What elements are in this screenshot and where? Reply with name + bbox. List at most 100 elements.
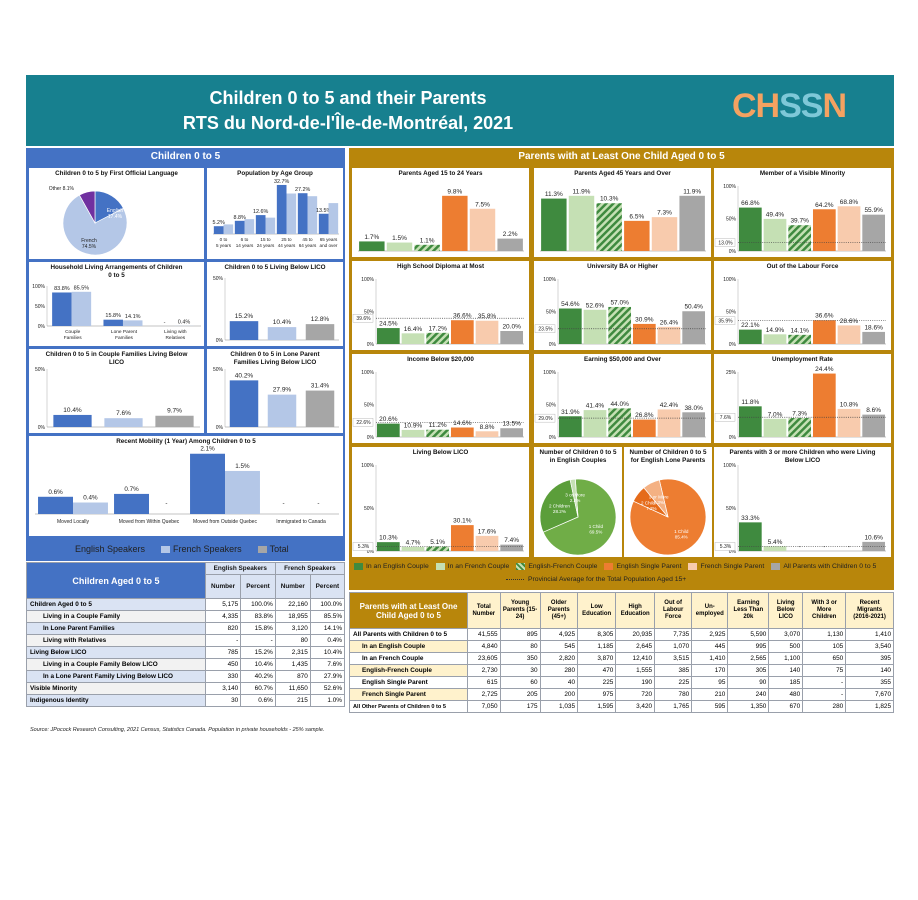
pie-slice-2-children — [539, 479, 579, 533]
chart-svg: 1.7% 1.5% 1.1% 9.8% 7.5% 2.2% — [358, 188, 524, 252]
data-label: 38.0% — [684, 405, 703, 412]
data-label: 35.8% — [478, 313, 497, 320]
data-label: - — [164, 320, 166, 326]
data-label: 11.8% — [741, 399, 759, 406]
x-tick: 45 to — [302, 237, 313, 242]
chart-svg: 0% 25% 11.8% 7.0% 7.3% 24.4% 10.8% 8.6% 7.6% — [714, 366, 886, 441]
provincial-box — [714, 316, 736, 325]
cell: 4,335 — [204, 610, 242, 623]
bar-french-single-parent — [837, 325, 861, 344]
column-header: Recent Migrants (2016-2021) — [845, 592, 894, 629]
data-label: 55.9% — [864, 207, 883, 214]
column-header: High Education — [615, 592, 656, 629]
data-label: - — [848, 544, 850, 551]
chart-panel-number-of-children-0-to-5-in-english-couples: Number of Children 0 to 5 in English Cou… — [534, 447, 622, 557]
bar-in-an-french-couple — [583, 309, 607, 344]
legend-eng-couple: In an English Couple — [366, 563, 429, 570]
cell: 3,540 — [845, 640, 894, 653]
y-tick: 0% — [38, 324, 46, 330]
bar-in-an-french-couple — [568, 195, 595, 251]
chart-title: Parents Aged 45 Years and Over — [574, 170, 671, 177]
bar-6-to-14-years-english-speakers — [234, 220, 245, 234]
data-label: 15.2% — [235, 313, 254, 320]
cell: 140 — [768, 664, 804, 677]
bar-15-to-24-years-english-speakers — [255, 215, 266, 234]
data-label: 83.8% — [54, 286, 70, 292]
cell: 995 — [727, 640, 770, 653]
x-tick: 64 years — [299, 243, 317, 248]
bar-english-single-parent — [812, 209, 836, 251]
cell: 52.6% — [309, 682, 346, 695]
cell: 500 — [768, 640, 804, 653]
cell: 280 — [802, 700, 847, 713]
cell: 185 — [768, 676, 804, 689]
bar-total — [305, 324, 335, 340]
bar-moved-from-within-quebec-english-speakers — [114, 493, 149, 514]
bar-all-parents-with-children-0-to-5 — [862, 331, 886, 344]
cell: 30 — [499, 664, 541, 677]
cell: 1,410 — [845, 628, 894, 641]
data-label: 42.4% — [660, 402, 679, 409]
slice-label: English — [107, 208, 124, 214]
cell: 80 — [499, 640, 541, 653]
legend-swatch-english — [63, 545, 72, 553]
row-label: In a Lone Parent Family Living Below LIC… — [26, 670, 206, 683]
legend-eng-single: English Single Parent — [616, 563, 682, 570]
bar-french-single-parent — [837, 206, 861, 251]
column-header: Un-employed — [691, 592, 729, 629]
cell: 85.5% — [309, 610, 346, 623]
y-tick: 100% — [361, 277, 374, 283]
data-label: 11.9% — [683, 188, 701, 195]
cell: 1,555 — [615, 664, 656, 677]
chart-panel-parents-aged-45-years-and-over: Parents Aged 45 Years and Over 11.3% 11.9%… — [534, 168, 711, 257]
y-tick: 100% — [723, 463, 736, 469]
bar-in-an-english-couple — [376, 328, 400, 344]
data-label: 6.5% — [629, 213, 644, 220]
data-label: 0.7% — [124, 486, 139, 493]
bar-english-speakers — [53, 414, 92, 427]
cell: 595 — [691, 700, 729, 713]
bar-all-parents-with-children-0-to-5 — [862, 541, 886, 551]
bar-french-single-parent — [475, 320, 499, 344]
chart-panel-household-living-arrangements-of-children-0-to-5: Household Living Arrangements of Childre… — [29, 262, 204, 346]
cell: 350 — [499, 652, 541, 665]
bar-all-parents-with-children-0-to-5 — [862, 214, 886, 251]
table-row: Living in a Couple Family Below LICO 450 1… — [26, 658, 346, 671]
data-label: 54.6% — [561, 301, 580, 308]
slice-label: 1 Child — [589, 524, 604, 529]
bar-in-an-english-couple — [738, 522, 762, 551]
data-label: - — [165, 500, 167, 507]
cell: 1,350 — [727, 700, 770, 713]
data-label: 7.3% — [792, 411, 807, 418]
bar-in-an-english-couple — [541, 198, 567, 251]
bar-in-an-english-couple — [359, 241, 385, 251]
bar-french-speakers — [104, 418, 143, 427]
data-label: 36.6% — [815, 313, 834, 320]
header-banner: Children 0 to 5 and their Parents RTS du… — [26, 75, 894, 146]
data-label: 14.9% — [766, 327, 785, 334]
chart-svg: 0.6% 0.4% Moved Locally 0.7% - Moved from Wit… — [35, 446, 339, 525]
chart-panel-children-0-to-5-living-below-lico: Children 0 to 5 Living Below LICO 0% 50% 15… — [207, 262, 343, 346]
data-label: - — [799, 544, 801, 551]
bar-english-speakers — [229, 380, 259, 427]
data-label: 0.4% — [83, 495, 98, 502]
y-tick: 50% — [546, 310, 557, 316]
data-label: 44.0% — [610, 401, 629, 408]
bar-french-single-parent — [475, 431, 499, 437]
column-header: Number — [274, 574, 311, 599]
data-label: 12.6% — [253, 209, 268, 215]
bar-all-parents-with-children-0-to-5 — [500, 428, 524, 437]
data-label: 5.4% — [768, 539, 783, 546]
chart-title: Number of Children 0 to 5 in English Cou… — [539, 449, 617, 464]
children-table: Children Aged 0 to 5 English Speakers Fren… — [26, 562, 346, 707]
provincial-value: 5.3% — [358, 544, 370, 550]
cell: 225 — [654, 676, 693, 689]
table-row: In an English Couple 4,840 80 545 1,185 2,645… — [349, 640, 894, 653]
cell: 210 — [691, 688, 729, 701]
cell: 3,515 — [654, 652, 693, 665]
cell: 1,035 — [539, 700, 579, 713]
cell: 785 — [204, 646, 242, 659]
provincial-box — [534, 324, 556, 333]
column-header: Low Education — [577, 592, 617, 629]
